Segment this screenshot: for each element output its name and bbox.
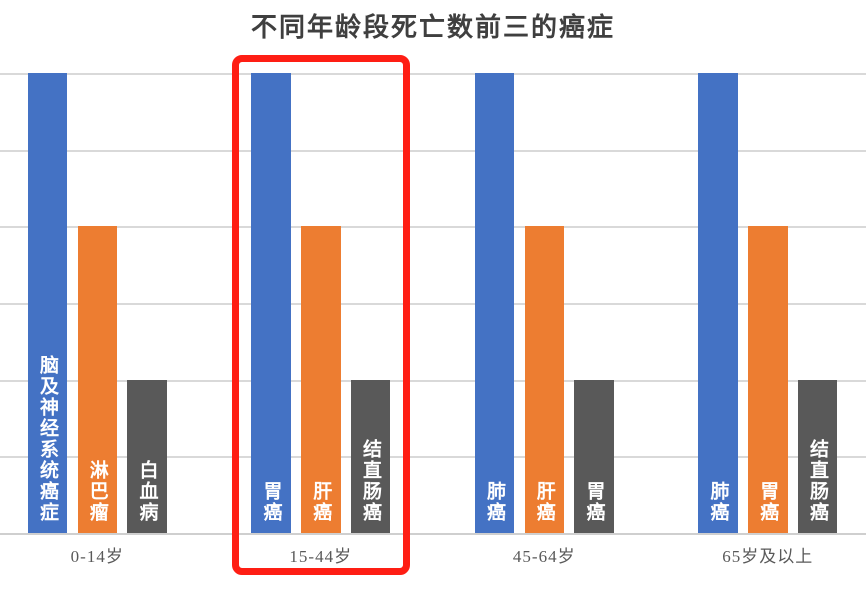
bar-group3-rank3: 胃癌 [574,379,614,533]
bar-group4-rank3: 结直肠癌 [797,379,838,533]
bar-label: 肺癌 [707,481,729,523]
x-axis-label: 15-44岁 [289,547,353,566]
bar-group2-rank1: 胃癌 [251,73,291,533]
gridline [0,73,866,75]
x-axis-label: 0-14岁 [70,547,124,566]
bar-label: 胃癌 [260,481,282,523]
bar-group3-rank1: 肺癌 [474,73,515,533]
bar-label: 结直肠癌 [360,438,381,523]
bar-label: 白血病 [136,459,158,523]
bar-label: 肺癌 [484,481,505,523]
bar-label: 肝癌 [310,480,332,523]
gridline [0,149,866,152]
bar-label: 脑及神经系统癌症 [37,355,58,523]
bar-label: 胃癌 [583,480,605,523]
bar-group1-rank2: 淋巴瘤 [77,226,117,533]
gridline [0,379,866,382]
bar-group4-rank1: 肺癌 [698,73,738,533]
x-axis-label: 45-64岁 [512,547,576,566]
bar-label: 肝癌 [533,480,555,523]
bar-group3-rank2: 肝癌 [524,226,564,533]
bar-label: 结直肠癌 [807,438,828,523]
bar-group2-rank3: 结直肠癌 [350,379,391,533]
bar-group4-rank2: 胃癌 [748,226,788,533]
bar-group2-rank2: 肝癌 [301,226,341,533]
gridline [0,456,866,459]
bar-label: 胃癌 [757,480,779,523]
bar-group1-rank1: 脑及神经系统癌症 [27,73,68,533]
gridline [0,226,866,229]
bar-group1-rank3: 白血病 [127,379,167,533]
chart-title: 不同年龄段死亡数前三的癌症 [250,13,615,42]
gridline [0,303,866,305]
x-axis-line [0,533,866,535]
x-axis-label: 65岁及以上 [722,547,814,566]
bar-label: 淋巴瘤 [86,459,108,523]
